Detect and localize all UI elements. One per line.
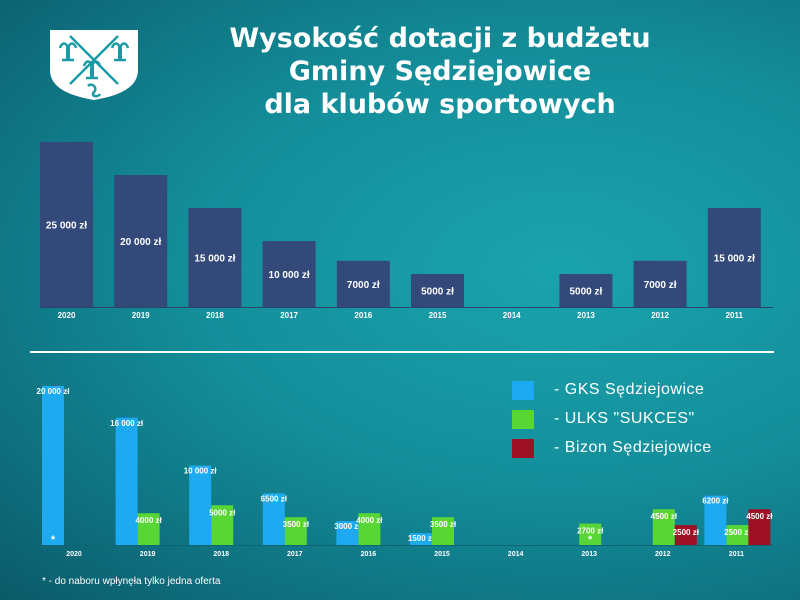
bar-total-2011 [707, 208, 761, 307]
tick-label-top-2017: 2017 [280, 311, 298, 320]
data-label-total-2019: 20 000 zł [120, 237, 161, 248]
bar-bizon-2012 [674, 525, 697, 545]
bar-total-2015 [411, 274, 464, 307]
data-label-total-2013: 5000 zł [569, 287, 602, 298]
data-label-ulks-2018: 5000 zł [209, 508, 236, 517]
single-offer-mark-2020: * [51, 534, 56, 546]
bar-gks-2011 [704, 495, 727, 545]
data-label-total-2015: 5000 zł [421, 287, 454, 298]
bar-gks-2018 [189, 465, 212, 545]
legend-swatch-ulks [512, 410, 534, 429]
legend-label-bizon: - Bizon Sędziejowice [554, 439, 712, 456]
divider [30, 351, 774, 353]
data-label-ulks-2012: 4500 zł [651, 512, 678, 521]
bar-total-2018 [188, 208, 242, 307]
bar-gks-2015 [410, 533, 432, 545]
footnote: * - do naboru wpłynęła tylko jedna ofert… [42, 576, 221, 587]
bar-gks-2017 [262, 493, 285, 545]
tick-label-top-2014: 2014 [503, 311, 521, 320]
data-label-ulks-2016: 4000 zł [356, 516, 383, 525]
bar-bizon-2011 [748, 509, 771, 545]
legend-label-ulks: - ULKS "SUKCES" [554, 410, 695, 427]
data-label-ulks-2019: 4000 zł [135, 516, 162, 525]
bar-gks-2016 [336, 521, 359, 545]
tick-label-bottom-2019: 2019 [140, 551, 156, 558]
coat-of-arms-icon [50, 30, 138, 100]
tick-label-top-2011: 2011 [726, 311, 744, 320]
data-label-gks-2018: 10 000 zł [184, 467, 218, 476]
data-label-total-2011: 15 000 zł [714, 254, 755, 265]
data-label-bizon-2012: 2500 zł [673, 528, 700, 537]
data-label-ulks-2011: 2500 zł [724, 528, 751, 537]
tick-label-top-2015: 2015 [429, 311, 447, 320]
page-title: Wysokość dotacji z budżetu Gminy Sędziej… [150, 22, 730, 121]
data-label-gks-2020: 20 000 zł [37, 387, 71, 396]
data-label-gks-2019: 16 000 zł [110, 419, 144, 428]
data-label-gks-2016: 3000 zł [334, 522, 361, 531]
tick-label-bottom-2015: 2015 [434, 551, 450, 558]
data-label-total-2020: 25 000 zł [46, 221, 87, 232]
data-label-total-2018: 15 000 zł [194, 254, 235, 265]
title-line-3: dla klubów sportowych [264, 89, 616, 120]
bar-gks-2020 [42, 386, 64, 545]
tick-label-bottom-2013: 2013 [581, 551, 597, 558]
legend-swatch-bizon [512, 439, 534, 458]
bar-ulks-2017 [284, 517, 307, 545]
single-offer-mark-2013: * [588, 534, 593, 546]
tick-label-bottom-2012: 2012 [655, 551, 671, 558]
tick-label-top-2013: 2013 [577, 311, 595, 320]
bar-ulks-2016 [358, 513, 381, 545]
bar-ulks-2015 [432, 517, 454, 545]
tick-label-top-2018: 2018 [206, 311, 224, 320]
tick-label-top-2019: 2019 [132, 311, 150, 320]
data-label-total-2017: 10 000 zł [269, 270, 310, 281]
tick-label-top-2020: 2020 [58, 311, 76, 320]
bar-ulks-2018 [211, 505, 234, 545]
data-label-total-2012: 7000 zł [644, 280, 677, 291]
bar-total-2016 [336, 260, 390, 307]
bar-ulks-2013 [579, 523, 602, 545]
title-line-1: Wysokość dotacji z budżetu [229, 23, 651, 54]
data-label-ulks-2013: 2700 zł [577, 527, 604, 536]
bar-total-2020 [40, 142, 93, 307]
bar-ulks-2011 [726, 525, 749, 545]
data-label-gks-2017: 6500 zł [261, 494, 288, 503]
bar-total-2012 [633, 260, 687, 307]
tick-label-bottom-2011: 2011 [729, 551, 744, 558]
data-label-bizon-2011: 4500 zł [746, 512, 773, 521]
bar-ulks-2012 [652, 509, 675, 545]
data-label-total-2016: 7000 zł [347, 280, 380, 291]
bar-total-2013 [559, 274, 613, 307]
legend-swatch-gks [512, 381, 534, 400]
bar-ulks-2019 [137, 513, 160, 545]
bar-total-2019 [114, 175, 168, 307]
data-label-ulks-2015: 3500 zł [430, 520, 457, 529]
tick-label-bottom-2017: 2017 [287, 551, 303, 558]
data-label-gks-2011: 6200 zł [702, 497, 729, 506]
tick-label-bottom-2014: 2014 [508, 551, 524, 558]
tick-label-top-2012: 2012 [651, 311, 669, 320]
tick-label-bottom-2016: 2016 [361, 551, 377, 558]
title-line-2: Gminy Sędziejowice [288, 56, 592, 87]
tick-label-bottom-2018: 2018 [213, 551, 229, 558]
data-label-ulks-2017: 3500 zł [283, 520, 310, 529]
data-label-gks-2015: 1500 zł [408, 534, 435, 543]
tick-label-top-2016: 2016 [354, 311, 372, 320]
legend-label-gks: - GKS Sędziejowice [554, 381, 705, 398]
bar-total-2017 [262, 241, 316, 307]
tick-label-bottom-2020: 2020 [66, 551, 82, 558]
bar-gks-2019 [115, 417, 138, 545]
